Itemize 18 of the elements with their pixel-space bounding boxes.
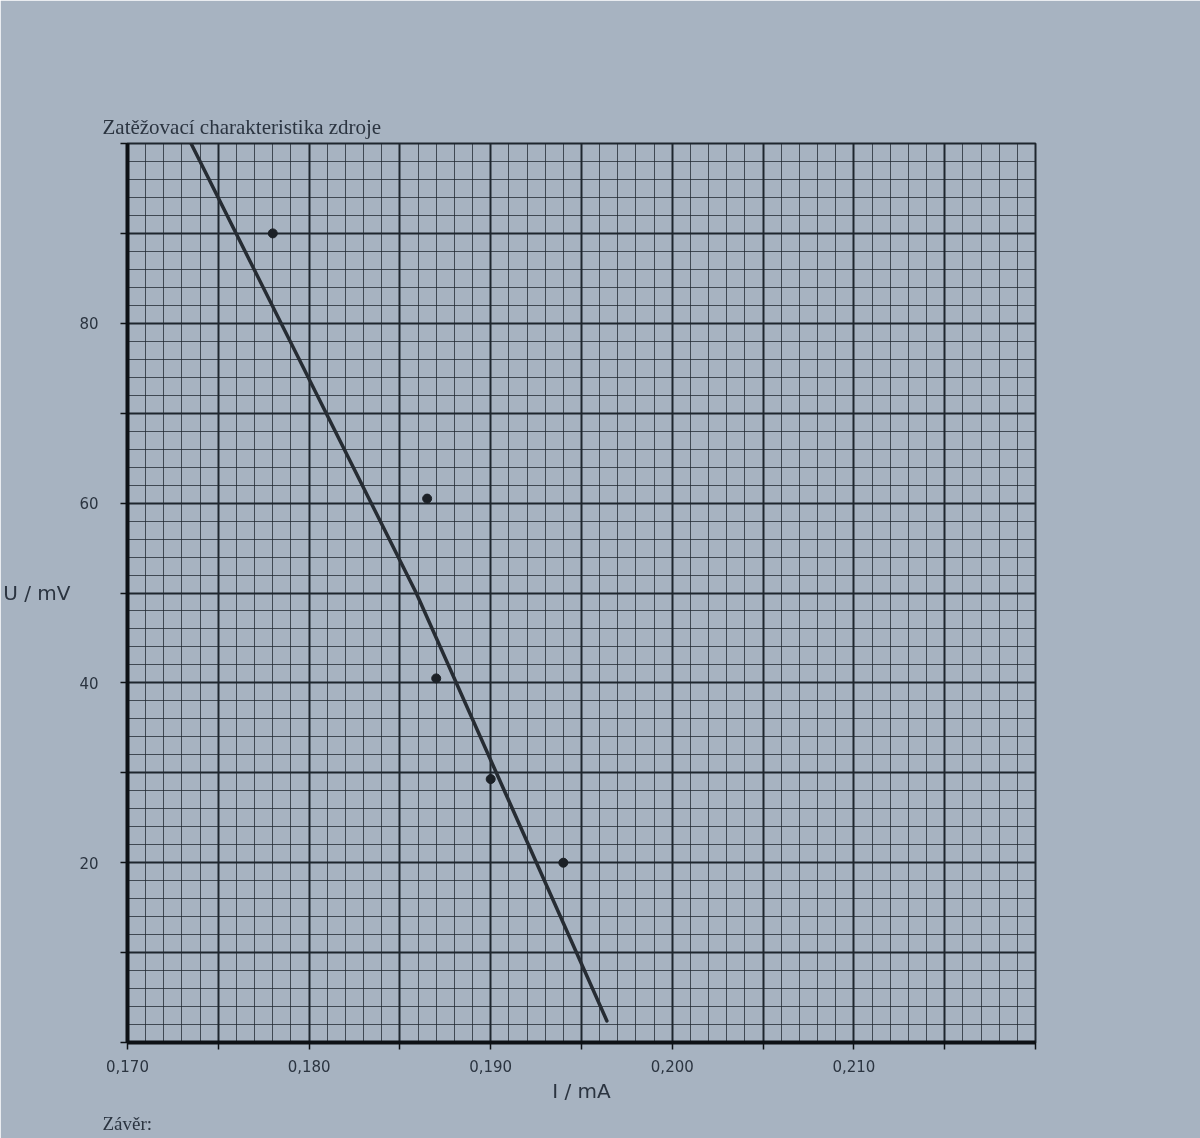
x-tick-label: 0,200 xyxy=(650,1057,694,1076)
point xyxy=(558,857,569,868)
x-axis-title: I / mA xyxy=(552,1078,612,1103)
y-axis-title: U / mV xyxy=(3,581,71,605)
y-tick-label: 80 xyxy=(79,315,99,334)
x-tick-label: 0,190 xyxy=(469,1057,513,1076)
y-tick-label: 60 xyxy=(79,495,99,514)
text: Závěr: xyxy=(102,1112,153,1134)
y-tick-label: 40 xyxy=(79,674,99,693)
point xyxy=(267,228,278,239)
x-tick-label: 0,170 xyxy=(106,1057,149,1076)
point xyxy=(422,493,433,504)
x-tick-label: 0,180 xyxy=(287,1057,331,1076)
x-tick-label: 0,210 xyxy=(832,1057,876,1076)
point xyxy=(485,774,496,785)
point xyxy=(431,673,442,684)
chart-title: Zatěžovací charakteristika zdroje xyxy=(102,114,382,139)
y-tick-label: 20 xyxy=(79,854,99,873)
